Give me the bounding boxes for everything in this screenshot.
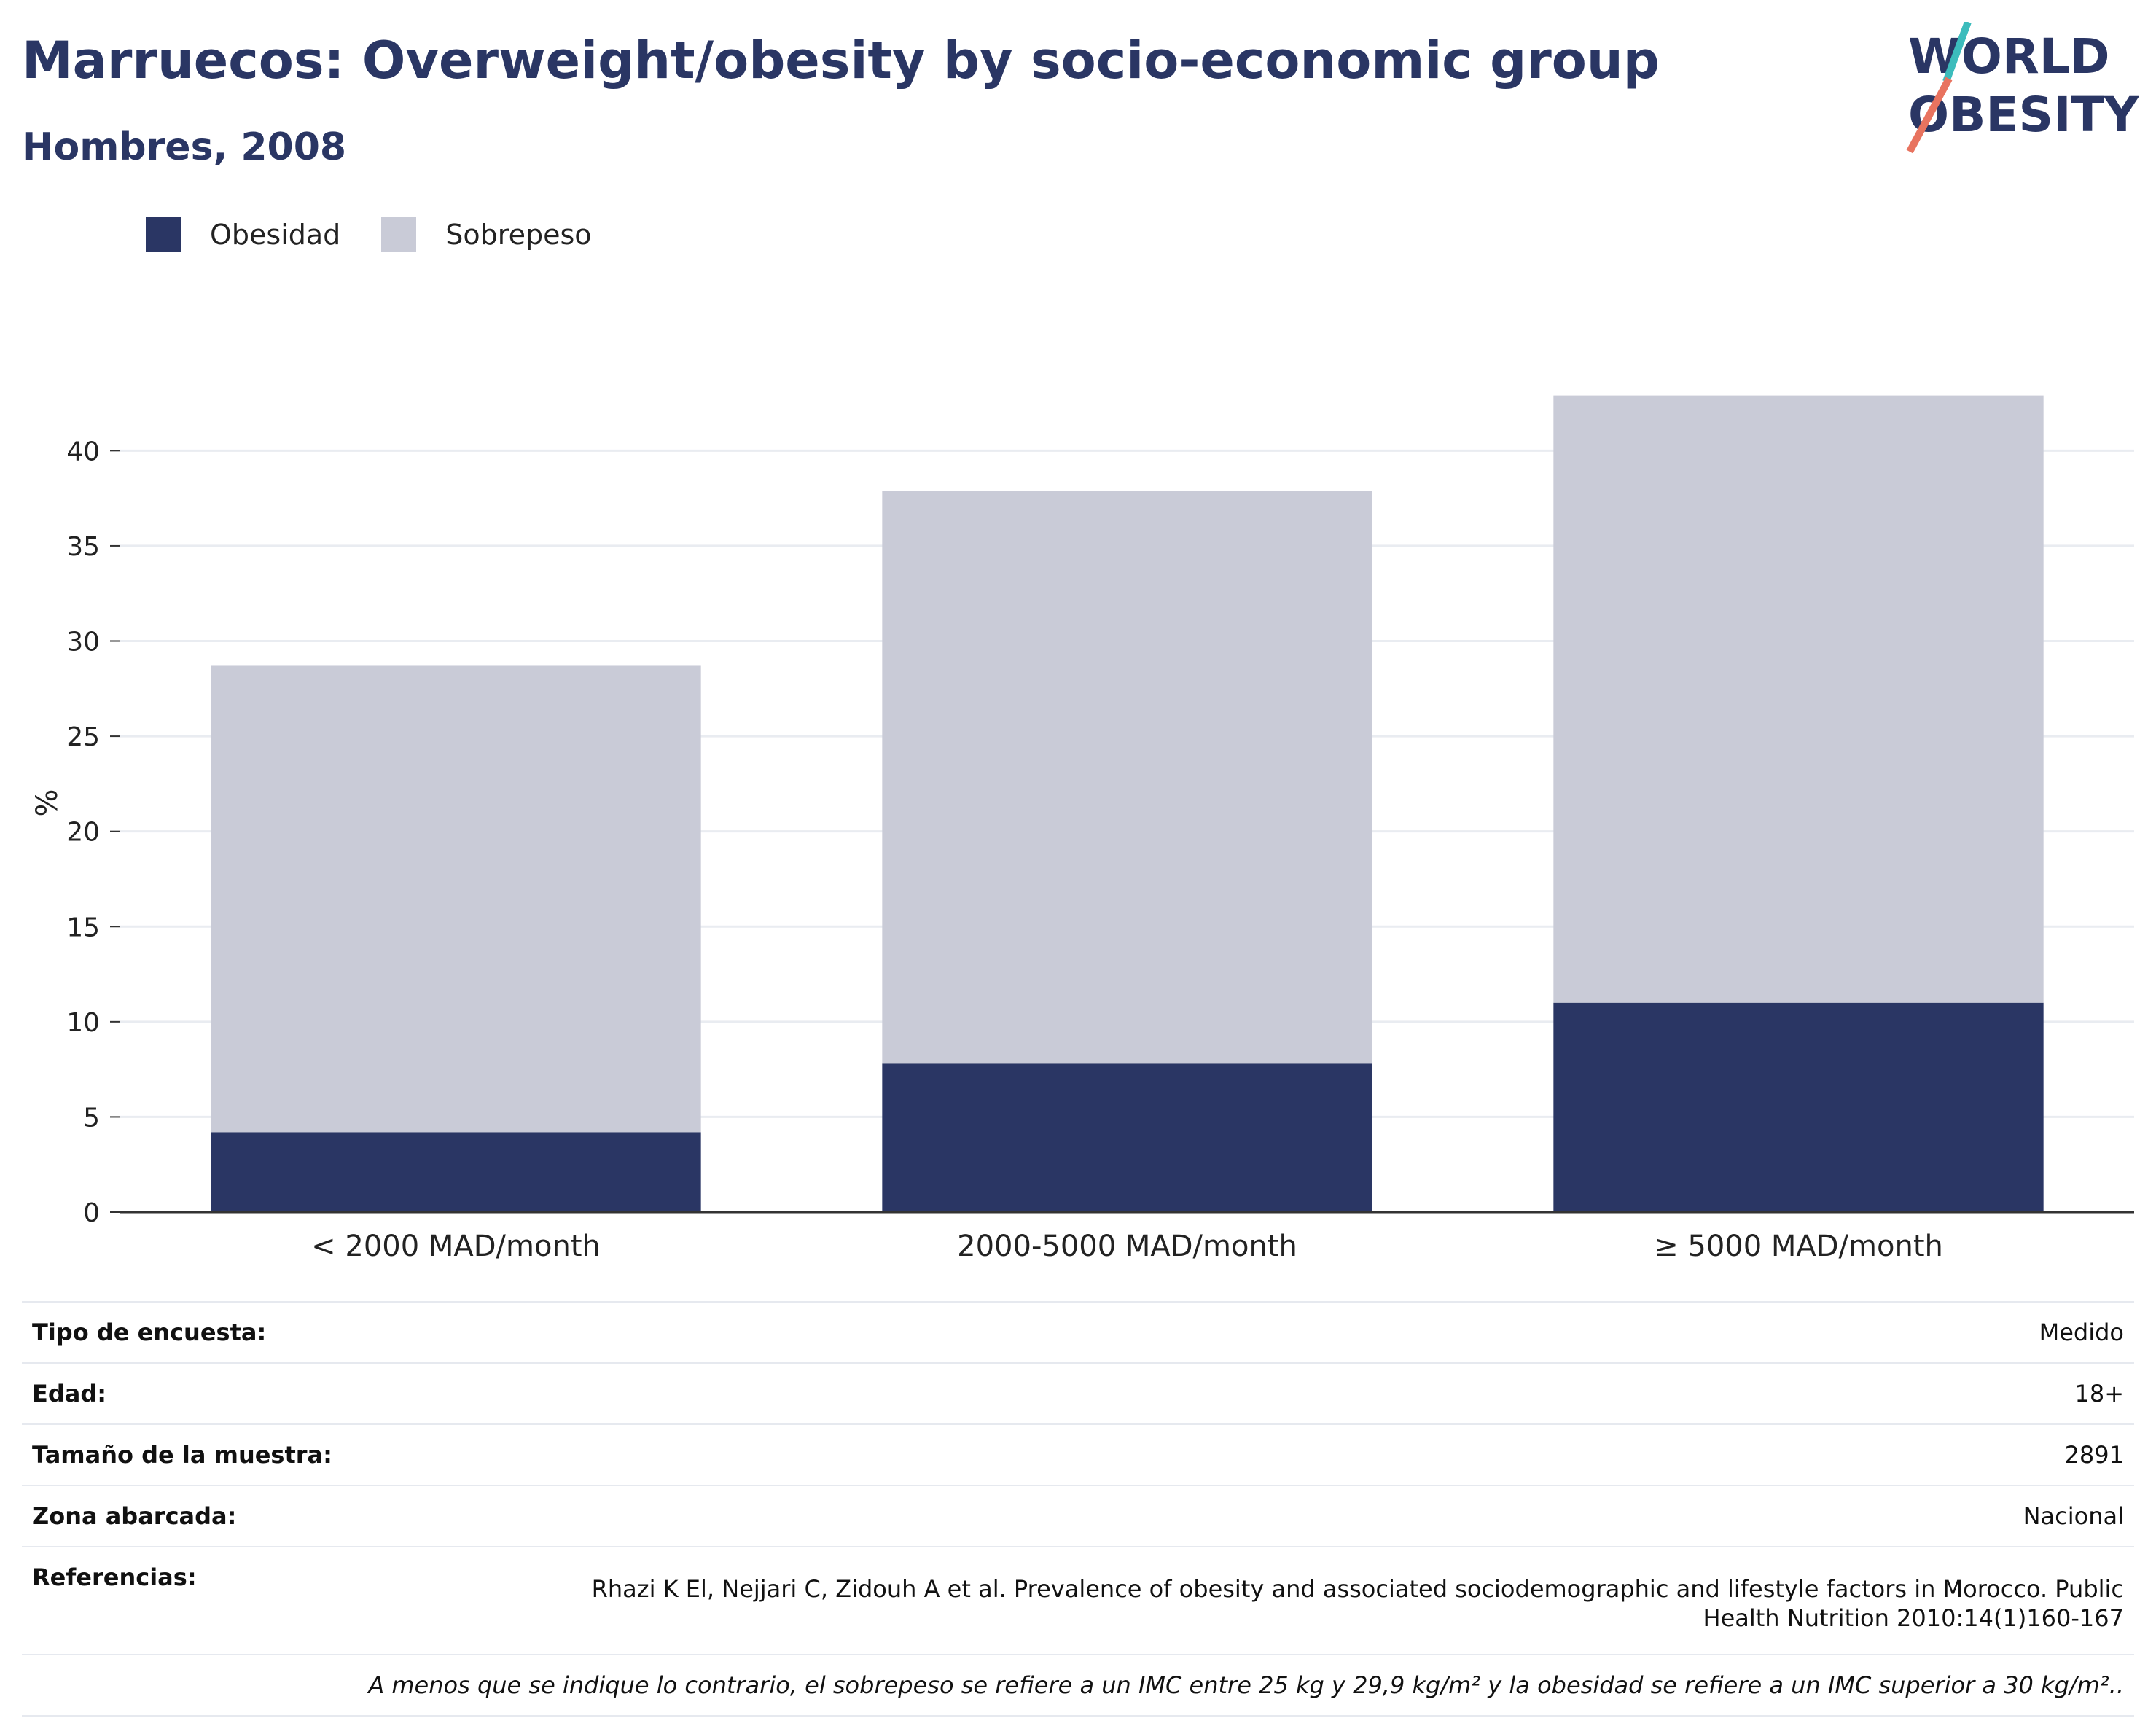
references-label: Referencias: (22, 1546, 552, 1655)
info-value: Medido (552, 1301, 2134, 1363)
legend-label-obesidad: Obesidad (210, 219, 341, 251)
world-obesity-logo: WORLD OBESITY (1906, 22, 2140, 154)
bar-chart: 0 5 10 15 20 25 30 35 40% < 2000 MAD/month 2000-50… (31, 395, 2134, 1263)
page-subtitle: Hombres, 2008 (22, 125, 347, 169)
x-tick-label: ≥ 5000 MAD/month (1654, 1230, 1943, 1263)
legend-item-obesidad[interactable]: Obesidad (146, 217, 340, 252)
y-tick-label: 30 (66, 628, 100, 657)
definition-note: A menos que se indique lo contrario, el … (22, 1654, 2134, 1717)
info-row: Tipo de encuesta: Medido (22, 1301, 2134, 1363)
y-tick-label: 10 (66, 1008, 100, 1038)
references-line-2: Health Nutrition 2010:14(1)160-167 (1703, 1604, 2125, 1632)
svg-text:WORLD: WORLD (1908, 28, 2110, 85)
bar-sobrepeso (1553, 395, 2044, 1003)
y-tick-label: 40 (66, 437, 100, 466)
chart-legend: Obesidad Sobrepeso (146, 217, 633, 252)
info-table: Tipo de encuesta: Medido Edad: 18+ Tamañ… (22, 1301, 2134, 1717)
info-label: Edad: (22, 1362, 552, 1424)
page-title: Marruecos: Overweight/obesity by socio-e… (22, 31, 1660, 90)
y-tick-label: 5 (83, 1103, 100, 1133)
note-row: A menos que se indique lo contrario, el … (22, 1654, 2134, 1717)
references-row: Referencias: Rhazi K El, Nejjari C, Zido… (22, 1546, 2134, 1655)
x-tick-label: < 2000 MAD/month (311, 1230, 601, 1263)
references-line-1: Rhazi K El, Nejjari C, Zidouh A et al. P… (591, 1575, 2124, 1603)
info-row: Edad: 18+ (22, 1362, 2134, 1424)
y-tick-label: 25 (66, 722, 100, 752)
y-tick-label: 15 (66, 913, 100, 942)
y-tick-label: 20 (66, 818, 100, 848)
info-value: 18+ (552, 1362, 2134, 1424)
bar-sobrepeso (211, 665, 701, 1133)
svg-text:OBESITY: OBESITY (1908, 87, 2140, 143)
info-label: Tipo de encuesta: (22, 1301, 552, 1363)
info-label: Tamaño de la muestra: (22, 1423, 552, 1485)
bar-sobrepeso (882, 491, 1372, 1064)
bar-obesidad (211, 1132, 701, 1212)
legend-item-sobrepeso[interactable]: Sobrepeso (381, 217, 592, 252)
y-tick-label: 35 (66, 532, 100, 562)
legend-swatch-sobrepeso (381, 217, 417, 252)
legend-label-sobrepeso: Sobrepeso (445, 219, 592, 251)
y-tick-label: 0 (83, 1198, 100, 1228)
info-value: 2891 (552, 1423, 2134, 1485)
x-tick-label: 2000-5000 MAD/month (957, 1230, 1297, 1263)
info-label: Zona abarcada: (22, 1485, 552, 1547)
bar-obesidad (1553, 1002, 2044, 1212)
info-row: Zona abarcada: Nacional (22, 1485, 2134, 1547)
y-axis-title: % (31, 789, 64, 816)
info-row: Tamaño de la muestra: 2891 (22, 1423, 2134, 1485)
legend-swatch-obesidad (146, 217, 181, 252)
bar-obesidad (882, 1063, 1372, 1212)
info-value: Nacional (552, 1485, 2134, 1547)
